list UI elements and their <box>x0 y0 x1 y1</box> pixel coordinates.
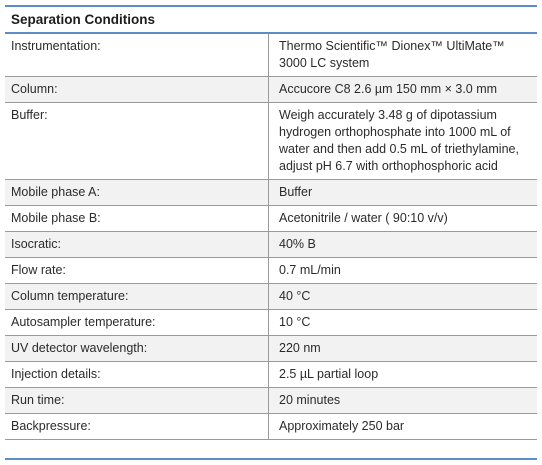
row-value: Approximately 250 bar <box>268 413 537 440</box>
row-label: Flow rate: <box>5 257 269 284</box>
row-value: Thermo Scientific™ Dionex™ UltiMate™ 300… <box>268 34 537 77</box>
table-row: Column temperature: 40 °C <box>5 283 537 310</box>
row-value: 20 minutes <box>268 387 537 414</box>
row-value: 40 °C <box>268 283 537 310</box>
row-value: Buffer <box>268 179 537 206</box>
row-label: Instrumentation: <box>5 34 269 77</box>
table-row: Injection details: 2.5 µL partial loop <box>5 361 537 388</box>
row-label: Injection details: <box>5 361 269 388</box>
separation-conditions-section: Separation Conditions Instrumentation: T… <box>5 5 537 460</box>
row-value: 10 °C <box>268 309 537 336</box>
table-row: Backpressure: Approximately 250 bar <box>5 413 537 440</box>
table-row: Autosampler temperature: 10 °C <box>5 309 537 336</box>
bottom-accent-rule <box>5 458 537 460</box>
row-value: 0.7 mL/min <box>268 257 537 284</box>
row-label: Buffer: <box>5 102 269 180</box>
row-label: Run time: <box>5 387 269 414</box>
table-row: Isocratic: 40% B <box>5 231 537 258</box>
row-value: 40% B <box>268 231 537 258</box>
table-row: Column: Accucore C8 2.6 µm 150 mm × 3.0 … <box>5 76 537 103</box>
row-value: 2.5 µL partial loop <box>268 361 537 388</box>
row-label: Column: <box>5 76 269 103</box>
table-title: Separation Conditions <box>5 7 537 34</box>
table-row: Mobile phase B: Acetonitrile / water ( 9… <box>5 205 537 232</box>
table-row: Run time: 20 minutes <box>5 387 537 414</box>
table-row: Mobile phase A: Buffer <box>5 179 537 206</box>
table-row: Instrumentation: Thermo Scientific™ Dion… <box>5 34 537 77</box>
row-label: Column temperature: <box>5 283 269 310</box>
table-row: UV detector wavelength: 220 nm <box>5 335 537 362</box>
top-accent-rule <box>5 5 537 7</box>
row-value: Weigh accurately 3.48 g of dipotassium h… <box>268 102 537 180</box>
row-label: Mobile phase A: <box>5 179 269 206</box>
conditions-table: Instrumentation: Thermo Scientific™ Dion… <box>5 34 537 440</box>
table-row: Buffer: Weigh accurately 3.48 g of dipot… <box>5 102 537 180</box>
row-value: Accucore C8 2.6 µm 150 mm × 3.0 mm <box>268 76 537 103</box>
row-value: Acetonitrile / water ( 90:10 v/v) <box>268 205 537 232</box>
row-value: 220 nm <box>268 335 537 362</box>
row-label: Backpressure: <box>5 413 269 440</box>
table-row: Flow rate: 0.7 mL/min <box>5 257 537 284</box>
row-label: Mobile phase B: <box>5 205 269 232</box>
section-spacer <box>5 440 537 458</box>
row-label: UV detector wavelength: <box>5 335 269 362</box>
row-label: Autosampler temperature: <box>5 309 269 336</box>
row-label: Isocratic: <box>5 231 269 258</box>
